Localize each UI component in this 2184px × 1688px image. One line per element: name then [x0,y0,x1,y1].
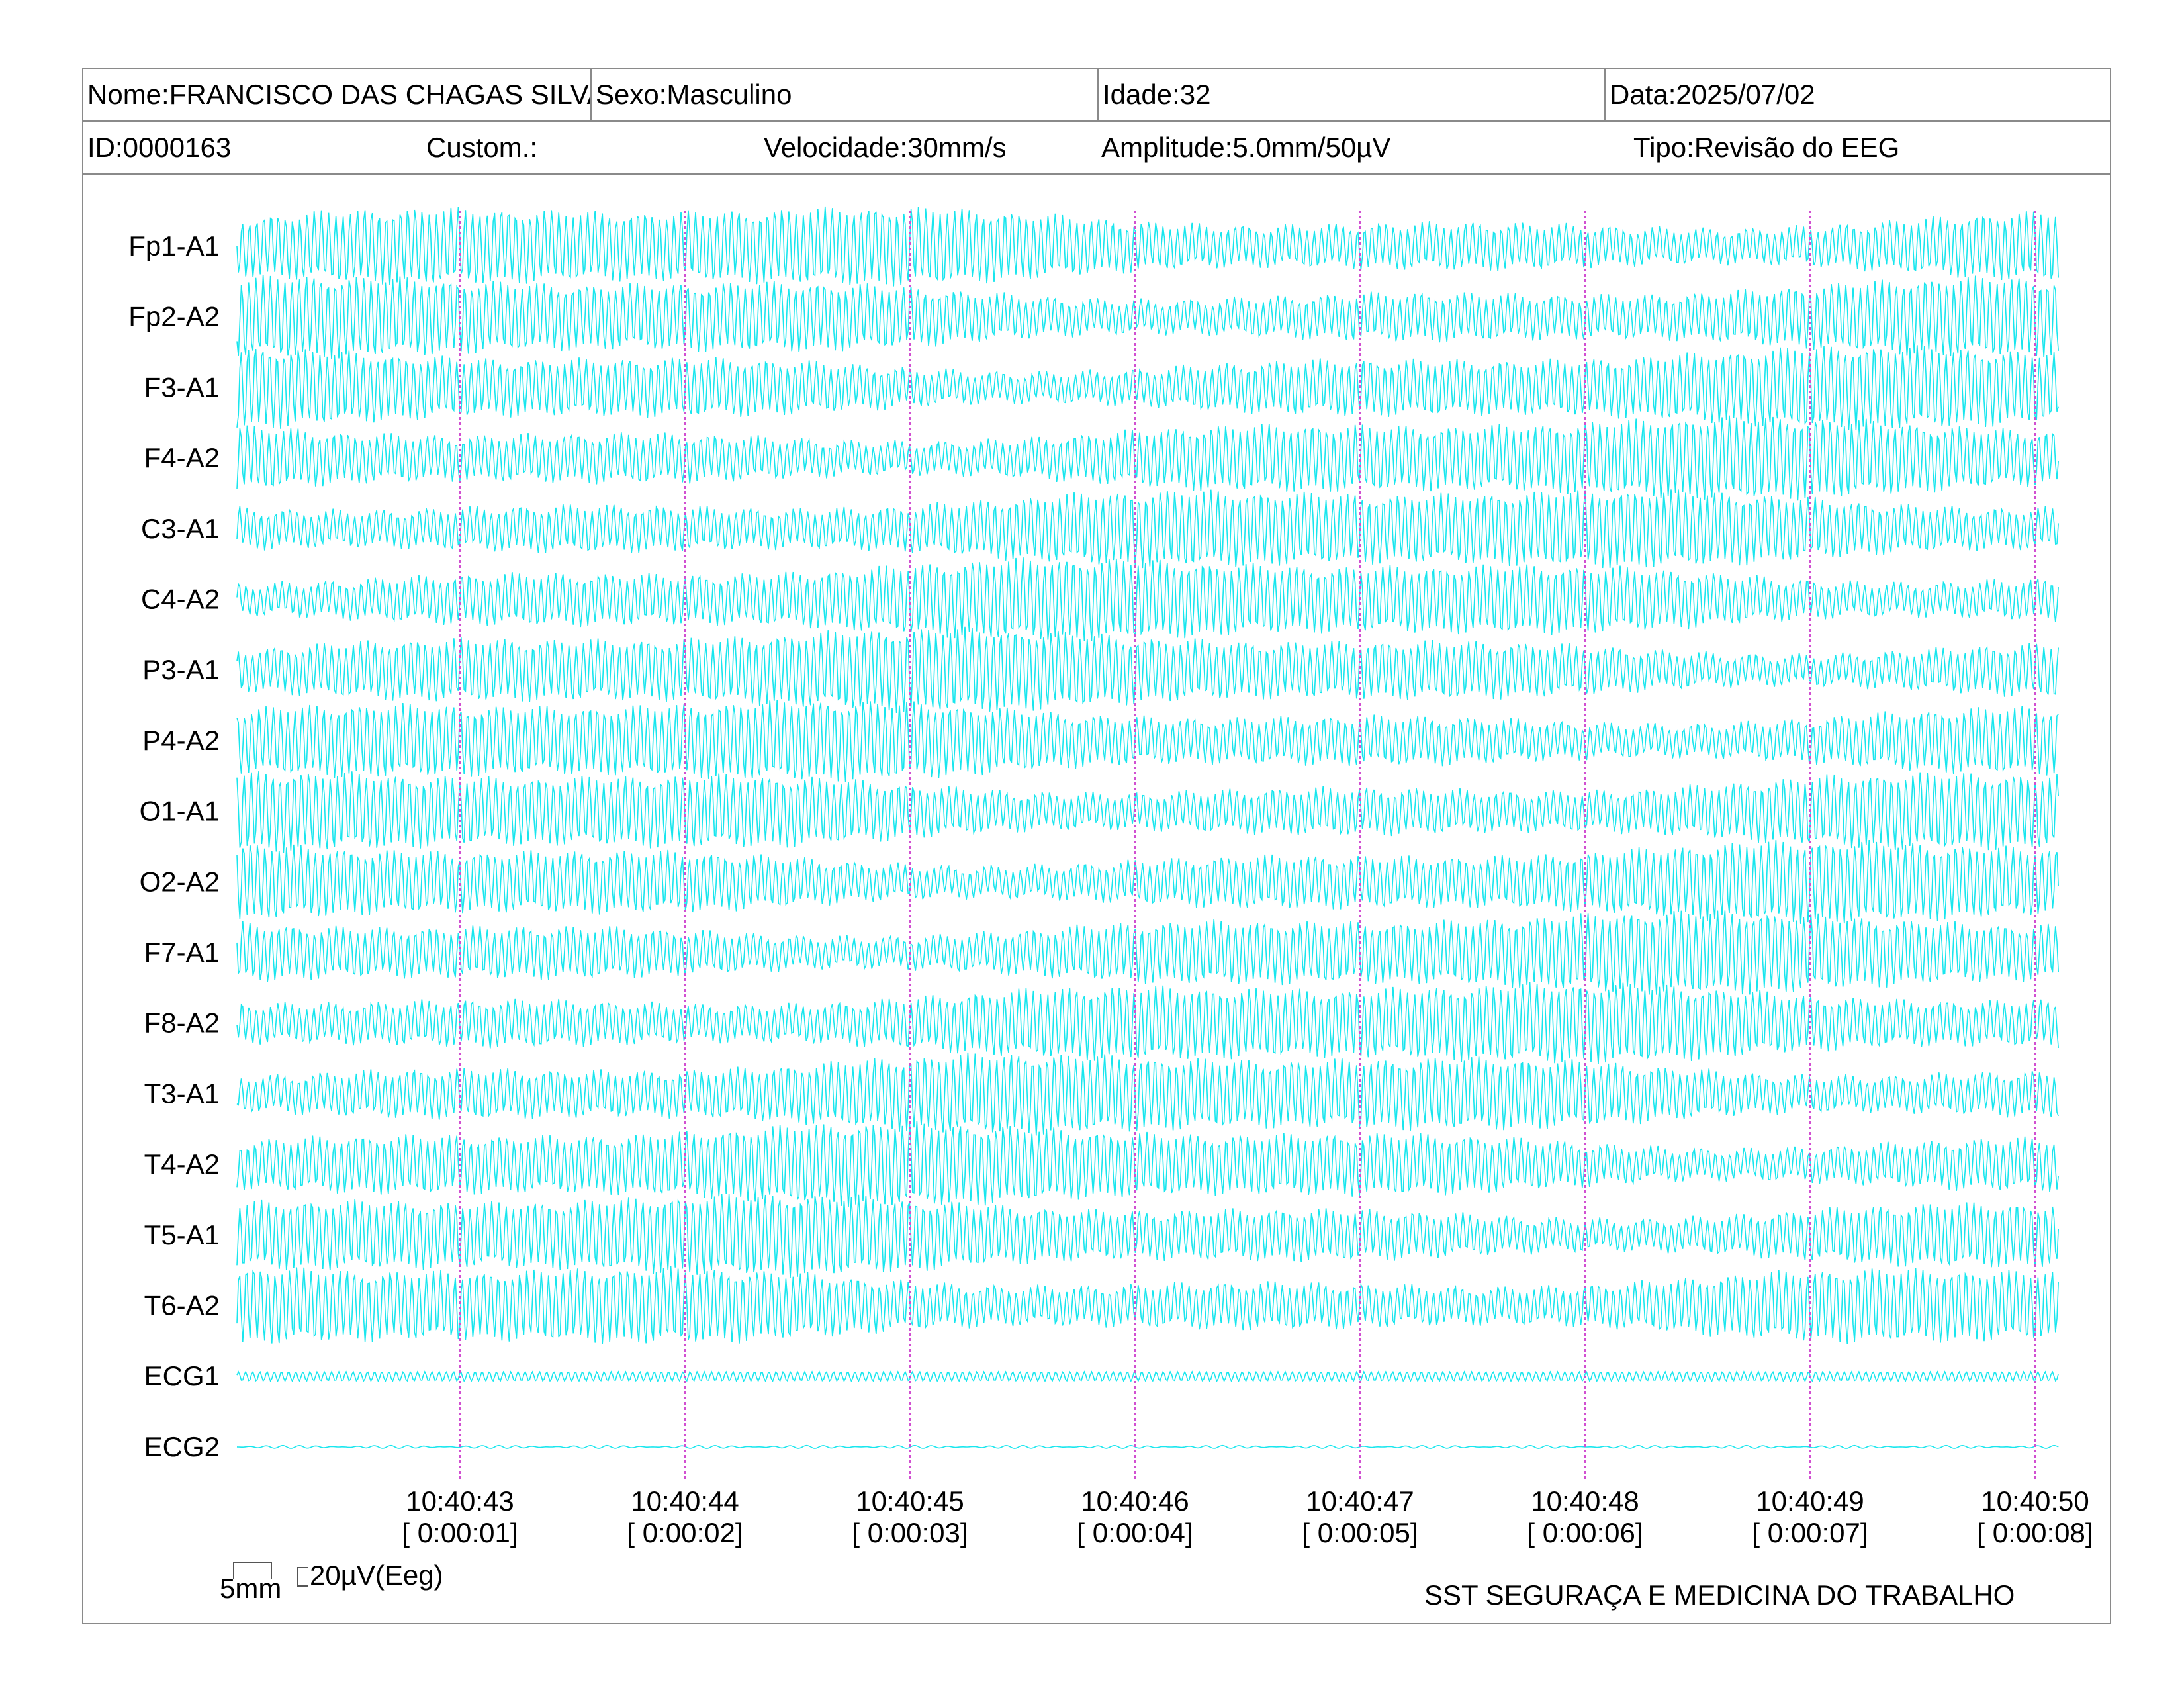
time-marker-elapsed: [ 0:00:07] [1752,1517,1868,1548]
channel-label: P4-A2 [142,725,220,756]
custom-field: Custom.: [426,132,538,163]
time-scale-label: 5mm [220,1573,282,1604]
channel-trace [236,206,2059,287]
time-marker-clock: 10:40:43 [406,1485,514,1517]
time-marker-clock: 10:40:47 [1306,1485,1414,1517]
channel-label: F3-A1 [144,371,220,402]
channel-label: T4-A2 [144,1149,220,1180]
time-marker-clock: 10:40:48 [1531,1485,1639,1517]
amplitude-setting: Amplitude:5.0mm/50µV [1101,132,1391,163]
time-marker-elapsed: [ 0:00:02] [627,1517,743,1548]
channel-label: O2-A2 [140,866,220,897]
patient-name: Nome:FRANCISCO DAS CHAGAS SILVA [87,79,590,110]
time-marker-elapsed: [ 0:00:04] [1077,1517,1193,1548]
channel-trace [236,345,2059,431]
channel-trace [236,275,2059,360]
channel-label: F8-A2 [144,1008,220,1039]
time-marker-clock: 10:40:46 [1081,1485,1189,1517]
channel-label: Fp2-A2 [128,301,220,332]
report-frame: Nome:FRANCISCO DAS CHAGAS SILVA Sexo:Mas… [82,68,2111,1624]
channel-trace [236,1121,2059,1207]
recording-info-row: ID:0000163 Custom.: Velocidade:30mm/s Am… [83,122,2110,175]
channel-trace [236,700,2059,782]
time-marker-elapsed: [ 0:00:08] [1977,1517,2093,1548]
channel-trace [236,910,2059,995]
channel-label: Fp1-A1 [128,230,220,261]
channel-label: F7-A1 [144,937,220,968]
amp-scale-label: 20µV(Eeg) [310,1560,443,1591]
channel-trace [236,489,2059,569]
time-marker-elapsed: [ 0:00:03] [852,1517,968,1548]
channel-label: T5-A1 [144,1219,220,1250]
channel-trace [236,1052,2059,1136]
channel-trace [236,1266,2059,1344]
patient-info-row: Nome:FRANCISCO DAS CHAGAS SILVA Sexo:Mas… [83,69,2110,122]
channel-trace [236,415,2059,501]
time-marker-elapsed: [ 0:00:06] [1527,1517,1643,1548]
channel-trace [236,1444,2059,1449]
channel-label: C4-A2 [141,584,220,615]
channel-label: F4-A2 [144,442,220,473]
channel-label: T6-A2 [144,1290,220,1321]
channel-trace [236,771,2059,853]
time-marker-clock: 10:40:49 [1756,1485,1864,1517]
channel-trace [236,982,2059,1064]
time-marker-elapsed: [ 0:00:05] [1302,1517,1418,1548]
patient-age: Idade:32 [1097,69,1604,120]
amp-scale-bar-icon [297,1567,308,1587]
company-name: SST SEGURAÇA E MEDICINA DO TRABALHO [1424,1579,2015,1611]
time-marker-clock: 10:40:44 [631,1485,739,1517]
channel-trace [236,1193,2059,1278]
exam-type: Tipo:Revisão do EEG [1633,132,1900,163]
channel-trace [236,626,2059,713]
speed-setting: Velocidade:30mm/s [764,132,1007,163]
patient-sex: Sexo:Masculino [590,69,1097,120]
time-marker-clock: 10:40:50 [1981,1485,2089,1517]
channel-label: T3-A1 [144,1078,220,1109]
patient-id: ID:0000163 [87,132,232,163]
channel-label: ECG2 [144,1431,220,1462]
channel-trace [236,839,2059,924]
time-scale-bar-icon [233,1562,272,1579]
time-marker-elapsed: [ 0:00:01] [402,1517,518,1548]
channel-label: O1-A1 [140,796,220,827]
channel-trace [236,557,2059,642]
exam-date: Data:2025/07/02 [1604,69,2110,120]
channel-label: ECG1 [144,1360,220,1391]
channel-label: C3-A1 [141,513,220,544]
time-marker-clock: 10:40:45 [856,1485,964,1517]
channel-label: P3-A1 [142,654,220,685]
channel-trace [236,1370,2059,1383]
